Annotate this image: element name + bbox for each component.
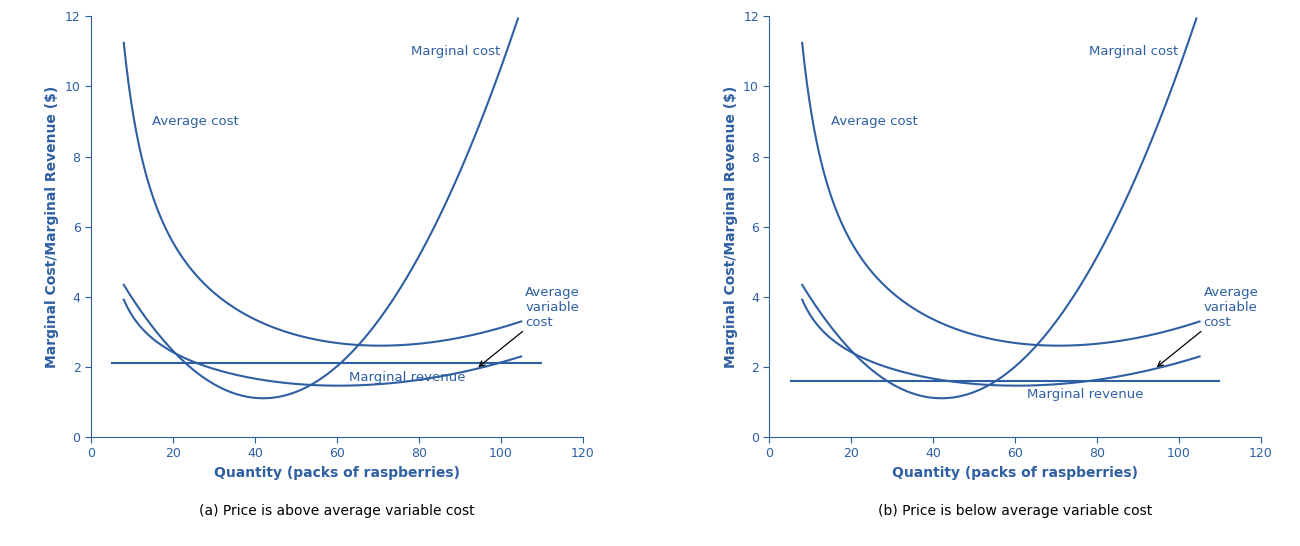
Text: Marginal revenue: Marginal revenue bbox=[1027, 388, 1144, 401]
Text: Average
variable
cost: Average variable cost bbox=[1158, 286, 1258, 366]
Y-axis label: Marginal Cost/Marginal Revenue ($): Marginal Cost/Marginal Revenue ($) bbox=[724, 86, 737, 367]
Text: Marginal cost: Marginal cost bbox=[1089, 45, 1178, 58]
Text: Average
variable
cost: Average variable cost bbox=[480, 286, 580, 366]
Text: Marginal cost: Marginal cost bbox=[411, 45, 499, 58]
X-axis label: Quantity (packs of raspberries): Quantity (packs of raspberries) bbox=[892, 466, 1139, 480]
Text: Average cost: Average cost bbox=[831, 115, 918, 128]
Text: Average cost: Average cost bbox=[152, 115, 239, 128]
Text: Marginal revenue: Marginal revenue bbox=[350, 371, 465, 384]
Text: (b) Price is below average variable cost: (b) Price is below average variable cost bbox=[878, 504, 1152, 518]
Text: (a) Price is above average variable cost: (a) Price is above average variable cost bbox=[199, 504, 474, 518]
Y-axis label: Marginal Cost/Marginal Revenue ($): Marginal Cost/Marginal Revenue ($) bbox=[46, 86, 60, 367]
X-axis label: Quantity (packs of raspberries): Quantity (packs of raspberries) bbox=[213, 466, 460, 480]
